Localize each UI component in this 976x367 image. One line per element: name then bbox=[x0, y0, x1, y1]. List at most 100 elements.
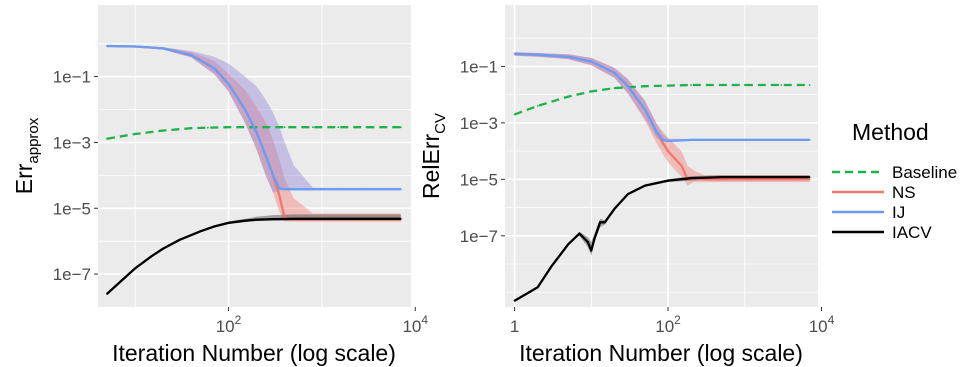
data-point-baseline bbox=[808, 84, 811, 86]
data-point-iacv bbox=[808, 176, 811, 179]
data-point-ij bbox=[703, 139, 706, 141]
data-point-ij bbox=[213, 67, 216, 70]
y-tick-label: 1e−7 bbox=[460, 227, 498, 246]
y-tick-label: 1e−1 bbox=[460, 57, 498, 76]
data-point-baseline bbox=[162, 129, 165, 132]
series-line-baseline bbox=[514, 83, 810, 116]
data-point-ij bbox=[690, 139, 692, 141]
x-tick-base: 10 bbox=[655, 317, 674, 336]
x-tick-label: 104 bbox=[402, 313, 428, 336]
data-point-ij bbox=[655, 130, 658, 133]
data-point-iacv bbox=[150, 255, 153, 258]
y-axis-label-sub: CV bbox=[432, 113, 449, 134]
data-point-iacv bbox=[567, 243, 570, 246]
legend-label: IJ bbox=[892, 203, 905, 222]
data-point-iacv bbox=[227, 222, 230, 224]
data-point-iacv bbox=[627, 193, 629, 196]
data-point-baseline bbox=[613, 87, 616, 89]
data-point-ij bbox=[613, 71, 616, 74]
series-line-iacv bbox=[106, 217, 401, 295]
data-point-iacv bbox=[536, 286, 539, 289]
data-point-iacv bbox=[613, 208, 616, 210]
series-line-iacv bbox=[514, 175, 810, 302]
data-point-baseline bbox=[337, 126, 340, 129]
panel-err-approx: 1e−11e−31e−51e−7 102 104 Iteration Number… bbox=[11, 5, 428, 366]
gridlines bbox=[98, 5, 417, 307]
data-point-baseline bbox=[283, 126, 286, 129]
data-point-iacv bbox=[578, 232, 581, 235]
data-point-ij bbox=[567, 55, 570, 58]
x-axis-label: Iteration Number (log scale) bbox=[519, 340, 803, 366]
legend-label: IACV bbox=[892, 223, 932, 242]
x-tick-label: 104 bbox=[809, 313, 835, 336]
data-point-iacv bbox=[743, 176, 746, 179]
ribbon-ij bbox=[107, 45, 401, 193]
legend-label: NS bbox=[892, 183, 916, 202]
ribbon-ns bbox=[107, 45, 401, 222]
x-tick-base: 10 bbox=[402, 317, 421, 336]
y-axis-label-main: RelErr bbox=[418, 133, 444, 199]
x-tick-label: 1 bbox=[510, 317, 519, 336]
panel-relerr-cv: 1e−11e−31e−51e−7 1 102 104 Iteration Numbe… bbox=[418, 5, 835, 366]
legend-item-ns: NS bbox=[832, 183, 916, 202]
data-point-ij bbox=[312, 188, 314, 191]
data-point-ij bbox=[365, 188, 368, 191]
x-tick-base: 10 bbox=[216, 317, 235, 336]
data-point-baseline bbox=[365, 126, 368, 129]
data-point-ns bbox=[661, 141, 664, 144]
y-axis-label-sub: approx bbox=[25, 117, 42, 163]
data-point-baseline bbox=[720, 84, 723, 86]
data-point-ij bbox=[337, 188, 340, 191]
x-tick-label: 102 bbox=[216, 313, 242, 336]
x-tick-exponent: 4 bbox=[421, 313, 428, 327]
data-point-ij bbox=[292, 188, 295, 191]
x-ticks: 1 102 104 bbox=[510, 307, 835, 336]
y-tick-label: 1e−7 bbox=[53, 265, 91, 284]
data-point-ij bbox=[283, 188, 286, 191]
data-point-ij bbox=[536, 53, 539, 56]
data-point-ns bbox=[278, 194, 281, 197]
legend-item-iacv: IACV bbox=[832, 223, 932, 242]
data-point-baseline bbox=[227, 126, 230, 129]
data-point-iacv bbox=[292, 217, 295, 220]
data-point-iacv bbox=[590, 249, 593, 252]
x-axis-label: Iteration Number (log scale) bbox=[112, 340, 396, 366]
data-point-ns bbox=[680, 165, 683, 167]
plot-background bbox=[505, 5, 818, 307]
data-point-ij bbox=[513, 52, 516, 55]
data-point-iacv bbox=[720, 176, 723, 179]
x-tick-label: 102 bbox=[655, 313, 681, 336]
data-point-iacv bbox=[550, 265, 553, 268]
ribbons bbox=[107, 45, 401, 294]
data-point-iacv bbox=[213, 225, 216, 228]
y-axis-label-main: Err bbox=[11, 163, 37, 194]
data-point-iacv bbox=[162, 247, 165, 250]
x-tick-base: 10 bbox=[809, 317, 828, 336]
data-point-iacv bbox=[255, 218, 258, 221]
y-tick-label: 1e−5 bbox=[53, 199, 91, 218]
data-point-ij bbox=[590, 60, 593, 63]
x-tick-exponent: 2 bbox=[674, 313, 681, 327]
data-point-baseline bbox=[690, 84, 692, 86]
y-axis-label: RelErrCV bbox=[418, 113, 449, 199]
data-point-iacv bbox=[178, 238, 181, 241]
x-ticks: 102 104 bbox=[216, 307, 428, 336]
data-point-iacv bbox=[603, 221, 606, 224]
data-point-iacv bbox=[244, 219, 246, 222]
data-point-ij bbox=[190, 54, 193, 56]
series-line-baseline bbox=[106, 126, 401, 140]
data-point-baseline bbox=[255, 126, 258, 129]
data-point-iacv bbox=[599, 221, 601, 224]
y-tick-label: 1e−3 bbox=[460, 114, 498, 133]
data-point-baseline bbox=[743, 84, 746, 86]
x-tick-base: 1 bbox=[510, 317, 519, 336]
series-line-ij bbox=[514, 52, 810, 143]
data-point-baseline bbox=[536, 105, 539, 107]
data-point-ij bbox=[227, 83, 230, 85]
data-point-baseline bbox=[399, 126, 402, 129]
data-point-ns bbox=[720, 178, 723, 181]
legend-item-baseline: Baseline bbox=[832, 163, 957, 182]
data-point-ij bbox=[680, 139, 683, 142]
data-point-baseline bbox=[190, 127, 193, 130]
